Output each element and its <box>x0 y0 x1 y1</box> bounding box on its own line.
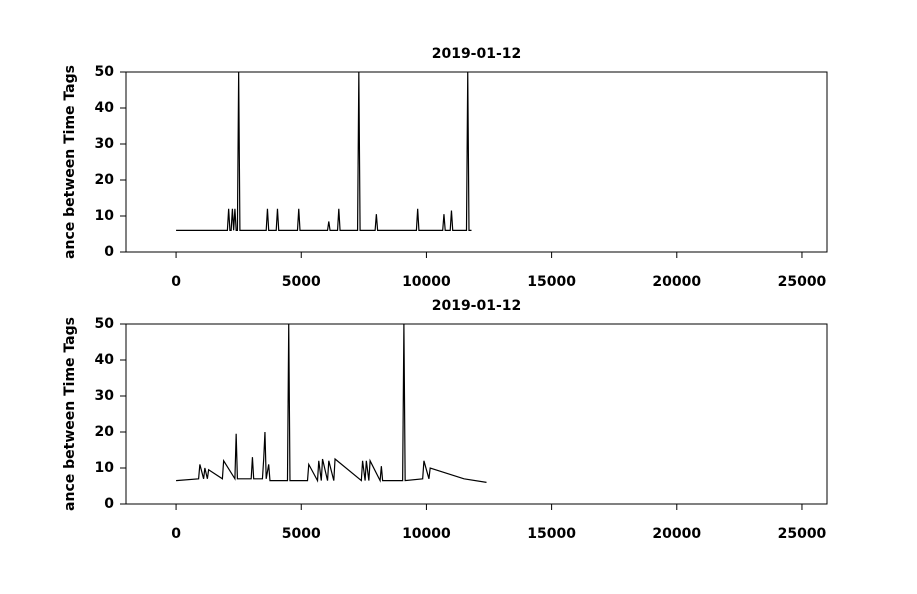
x-tick-label: 15000 <box>527 274 576 290</box>
x-tick-label: 15000 <box>527 526 576 542</box>
x-tick-label: 25000 <box>778 526 827 542</box>
y-tick-label: 20 <box>95 424 115 440</box>
data-line <box>176 71 472 231</box>
x-tick-label: 5000 <box>282 274 321 290</box>
chart-title: 2019-01-12 <box>432 298 522 314</box>
x-tick-label: 10000 <box>402 526 451 542</box>
x-tick-label: 5000 <box>282 526 321 542</box>
y-tick-label: 10 <box>95 208 115 224</box>
x-tick-label: 0 <box>171 274 181 290</box>
chart-title: 2019-01-12 <box>432 46 522 62</box>
y-tick-label: 10 <box>95 460 115 476</box>
plot-frame <box>125 323 828 505</box>
y-axis-label: ance between Time Tags <box>62 65 78 259</box>
y-axis-label: ance between Time Tags <box>62 317 78 511</box>
y-tick-label: 40 <box>95 352 115 368</box>
y-tick-label: 50 <box>95 64 115 80</box>
y-tick-label: 20 <box>95 172 115 188</box>
x-tick-label: 20000 <box>652 274 701 290</box>
y-tick-label: 40 <box>95 100 115 116</box>
y-tick-label: 30 <box>95 388 115 404</box>
y-tick-label: 30 <box>95 136 115 152</box>
y-tick-label: 50 <box>95 316 115 332</box>
y-tick-label: 0 <box>104 244 114 260</box>
x-tick-label: 25000 <box>778 274 827 290</box>
x-tick-label: 10000 <box>402 274 451 290</box>
y-tick-label: 0 <box>104 496 114 512</box>
x-tick-label: 0 <box>171 526 181 542</box>
data-line <box>176 323 487 483</box>
plot-frame <box>125 71 828 253</box>
x-tick-label: 20000 <box>652 526 701 542</box>
